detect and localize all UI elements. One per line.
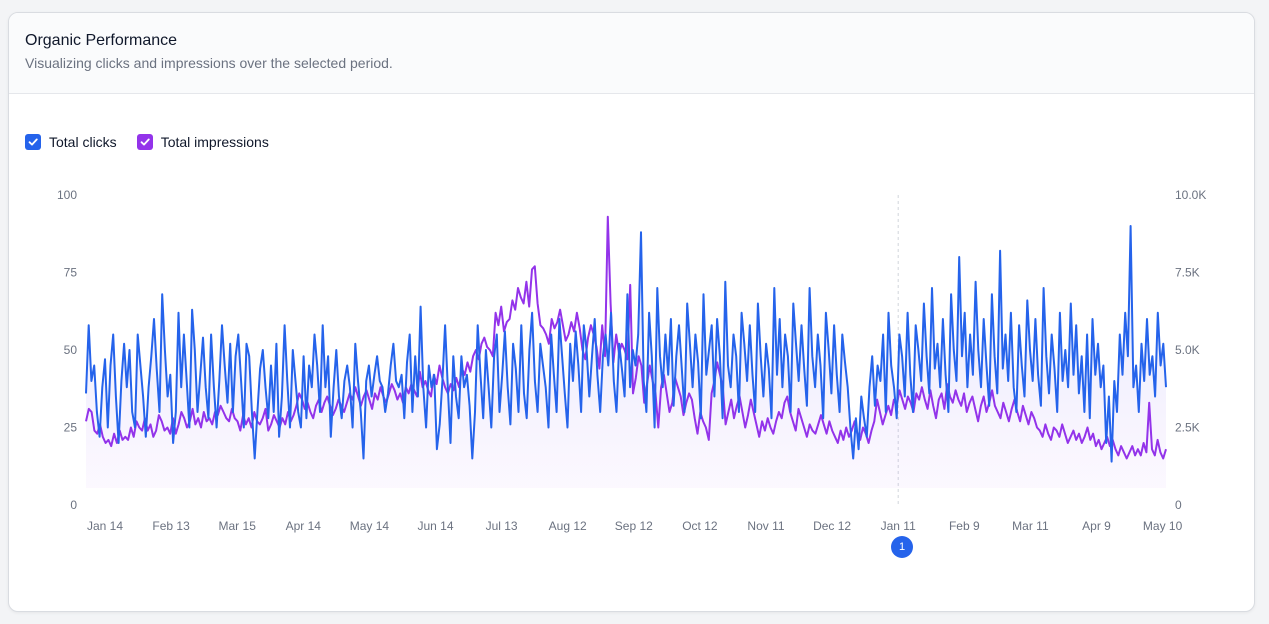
x-tick-label: May 10 bbox=[1143, 519, 1183, 533]
legend-item-total-clicks[interactable]: Total clicks bbox=[25, 134, 117, 150]
x-tick-label: May 14 bbox=[350, 519, 390, 533]
y-right-tick-label: 10.0K bbox=[1175, 188, 1206, 202]
x-tick-label: Oct 12 bbox=[682, 519, 718, 533]
card-subtitle: Visualizing clicks and impressions over … bbox=[25, 55, 393, 71]
legend-label-total-impressions: Total impressions bbox=[160, 134, 269, 150]
x-tick-label: Nov 11 bbox=[747, 519, 784, 533]
y-left-tick-label: 100 bbox=[57, 188, 77, 202]
x-tick-label: Jul 13 bbox=[486, 519, 518, 533]
x-tick-label: Jun 14 bbox=[417, 519, 453, 533]
y-left-tick-label: 75 bbox=[64, 266, 78, 280]
x-tick-label: Feb 9 bbox=[949, 519, 980, 533]
y-left-tick-label: 0 bbox=[70, 498, 77, 512]
x-tick-label: Aug 12 bbox=[549, 519, 587, 533]
x-tick-label: Apr 14 bbox=[286, 519, 322, 533]
y-right-tick-label: 7.5K bbox=[1175, 266, 1200, 280]
y-right-tick-label: 5.0K bbox=[1175, 343, 1200, 357]
y-left-tick-label: 25 bbox=[64, 421, 78, 435]
x-tick-label: Dec 12 bbox=[813, 519, 851, 533]
card-header: Organic Performance Visualizing clicks a… bbox=[9, 13, 1254, 94]
x-tick-label: Mar 11 bbox=[1012, 519, 1049, 533]
card-title: Organic Performance bbox=[25, 32, 178, 49]
x-tick-label: Mar 15 bbox=[219, 519, 257, 533]
legend-item-total-impressions[interactable]: Total impressions bbox=[136, 134, 269, 150]
organic-performance-card: Organic Performance Visualizing clicks a… bbox=[8, 12, 1255, 612]
legend-label-total-clicks: Total clicks bbox=[49, 134, 117, 150]
x-tick-label: Apr 9 bbox=[1082, 519, 1111, 533]
y-left-tick-label: 50 bbox=[64, 343, 78, 357]
checkbox-icon[interactable] bbox=[136, 134, 153, 150]
x-tick-label: Feb 13 bbox=[152, 519, 190, 533]
annotation-marker[interactable]: 1 bbox=[891, 536, 913, 558]
x-tick-label: Jan 11 bbox=[881, 519, 916, 533]
clicks-line bbox=[85, 225, 1167, 463]
checkbox-icon[interactable] bbox=[25, 134, 41, 150]
x-tick-label: Sep 12 bbox=[615, 519, 653, 533]
chart-legend: Total clicks Total impressions bbox=[25, 134, 269, 150]
x-tick-label: Jan 14 bbox=[87, 519, 123, 533]
y-right-tick-label: 2.5K bbox=[1175, 421, 1200, 435]
y-right-tick-label: 0 bbox=[1175, 498, 1182, 512]
